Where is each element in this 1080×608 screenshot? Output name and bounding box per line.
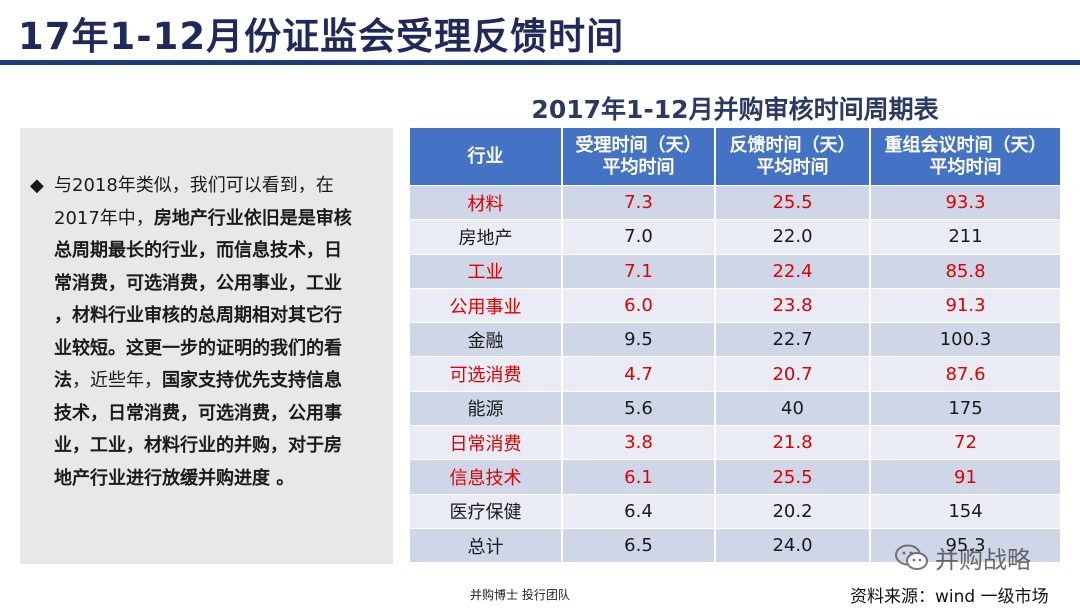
cell-industry: 金融	[410, 322, 563, 357]
table-row: 金融 9.5 22.7 100.3	[410, 322, 1060, 357]
cell-accept: 7.0	[562, 219, 716, 255]
table-row: 能源 5.6 40 175	[410, 390, 1060, 426]
diamond-bullet-icon: ◆	[30, 175, 44, 196]
summary-text: ◆ 与2018年类似，我们可以看到，在 2017年中，房地产行业依旧是是审核 总周…	[30, 170, 390, 495]
header-meeting-time: 重组会议时间（天） 平均时间	[870, 128, 1060, 186]
cell-feedback: 25.5	[715, 184, 871, 220]
summary-panel	[20, 128, 393, 564]
cell-meeting: 91	[870, 459, 1060, 495]
table-title: 2017年1-12月并购审核时间周期表	[531, 95, 939, 124]
header-accept-time: 受理时间（天） 平均时间	[562, 128, 716, 186]
cell-accept: 5.6	[562, 390, 716, 426]
table-row: 公用事业 6.0 23.8 91.3	[410, 287, 1060, 323]
cell-feedback: 22.7	[715, 322, 871, 357]
cell-accept: 4.7	[562, 356, 716, 392]
cell-accept: 6.4	[562, 493, 716, 529]
cell-meeting: 175	[870, 390, 1060, 426]
header-industry: 行业	[410, 128, 563, 186]
watermark: 并购战略	[895, 540, 1031, 578]
cell-feedback: 24.0	[715, 527, 871, 563]
cell-industry: 工业	[410, 253, 563, 289]
cell-meeting: 211	[870, 219, 1060, 255]
table-row: 日常消费 3.8 21.8 72	[410, 425, 1060, 460]
cell-accept: 6.0	[562, 287, 716, 323]
cell-accept: 3.8	[562, 425, 716, 460]
cell-meeting: 72	[870, 425, 1060, 460]
wechat-icon	[895, 544, 929, 578]
cell-feedback: 22.4	[715, 253, 871, 289]
cell-industry: 公用事业	[410, 287, 563, 323]
cell-accept: 7.3	[562, 184, 716, 220]
cell-feedback: 23.8	[715, 287, 871, 323]
table-row: 信息技术 6.1 25.5 91	[410, 459, 1060, 495]
cell-industry: 信息技术	[410, 459, 563, 495]
cell-accept: 9.5	[562, 322, 716, 357]
cell-industry: 材料	[410, 184, 563, 220]
cell-accept: 7.1	[562, 253, 716, 289]
table-row: 房地产 7.0 22.0 211	[410, 219, 1060, 255]
table-row: 材料 7.3 25.5 93.3	[410, 184, 1060, 220]
footer-team-label: 并购博士 投行团队	[470, 588, 570, 602]
cell-industry: 总计	[410, 527, 563, 563]
cell-industry: 可选消费	[410, 356, 563, 392]
cell-industry: 房地产	[410, 219, 563, 255]
review-cycle-table: 行业 受理时间（天） 平均时间 反馈时间（天） 平均时间 重组会议时间（天） 平均时间…	[410, 128, 1060, 563]
cell-feedback: 20.2	[715, 493, 871, 529]
table-header-row: 行业 受理时间（天） 平均时间 反馈时间（天） 平均时间 重组会议时间（天） 平均时间	[410, 128, 1060, 186]
cell-meeting: 100.3	[870, 322, 1060, 357]
cell-accept: 6.1	[562, 459, 716, 495]
cell-industry: 能源	[410, 390, 563, 426]
table-row: 总计 6.5 24.0 95.3	[410, 527, 1060, 563]
cell-industry: 日常消费	[410, 425, 563, 460]
cell-meeting: 87.6	[870, 356, 1060, 392]
cell-feedback: 40	[715, 390, 871, 426]
title-divider	[0, 60, 1080, 65]
cell-accept: 6.5	[562, 527, 716, 563]
source-note: 资料来源：wind 一级市场	[850, 587, 1049, 607]
cell-meeting: 154	[870, 493, 1060, 529]
cell-meeting: 95.3	[870, 527, 1060, 563]
cell-meeting: 85.8	[870, 253, 1060, 289]
cell-feedback: 25.5	[715, 459, 871, 495]
cell-meeting: 91.3	[870, 287, 1060, 323]
cell-feedback: 21.8	[715, 425, 871, 460]
table-row: 工业 7.1 22.4 85.8	[410, 253, 1060, 289]
cell-industry: 医疗保健	[410, 493, 563, 529]
cell-feedback: 20.7	[715, 356, 871, 392]
table-row: 医疗保健 6.4 20.2 154	[410, 493, 1060, 529]
page-title: 17年1-12月份证监会受理反馈时间	[18, 15, 625, 58]
header-feedback-time: 反馈时间（天） 平均时间	[715, 128, 871, 186]
cell-feedback: 22.0	[715, 219, 871, 255]
table-row: 可选消费 4.7 20.7 87.6	[410, 356, 1060, 392]
cell-meeting: 93.3	[870, 184, 1060, 220]
